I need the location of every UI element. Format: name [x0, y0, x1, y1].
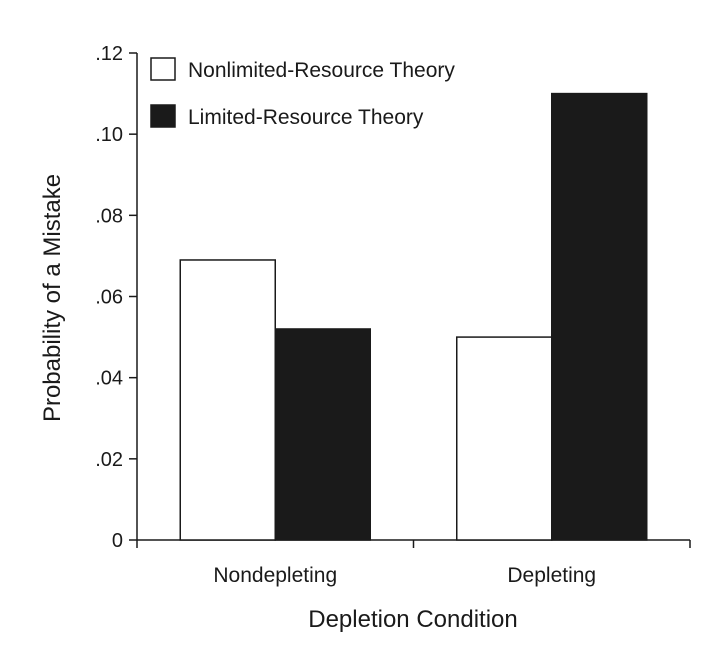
legend-label-nonlimited: Nonlimited-Resource Theory [188, 59, 455, 82]
y-axis-title: Probability of a Mistake [39, 174, 66, 422]
legend-swatch-limited [150, 104, 176, 128]
y-tick-label: .08 [95, 205, 123, 227]
legend: Nonlimited-Resource Theory Limited-Resou… [150, 57, 455, 129]
x-axis: Nondepleting Depleting [136, 539, 691, 587]
bar-limited-nondepleting [274, 328, 371, 541]
x-category-label: Nondepleting [213, 564, 337, 587]
x-category-label: Depleting [507, 564, 596, 587]
y-tick-label: .02 [95, 449, 123, 471]
y-tick-label: .10 [95, 124, 123, 146]
bar-limited-depleting [551, 92, 648, 541]
bar-nonlimited-depleting [456, 336, 553, 541]
y-axis: 0 .02 .04 .06 .08 .10 .12 [95, 43, 138, 552]
y-tick-label: .12 [95, 43, 123, 65]
bars [179, 92, 648, 541]
legend-swatch-nonlimited [150, 57, 176, 81]
y-tick-label: .04 [95, 368, 123, 390]
y-tick-label: 0 [112, 530, 123, 552]
legend-label-limited: Limited-Resource Theory [188, 106, 424, 129]
bar-nonlimited-nondepleting [179, 259, 276, 541]
x-axis-title: Depletion Condition [308, 606, 517, 633]
y-tick-label: .06 [95, 287, 123, 309]
